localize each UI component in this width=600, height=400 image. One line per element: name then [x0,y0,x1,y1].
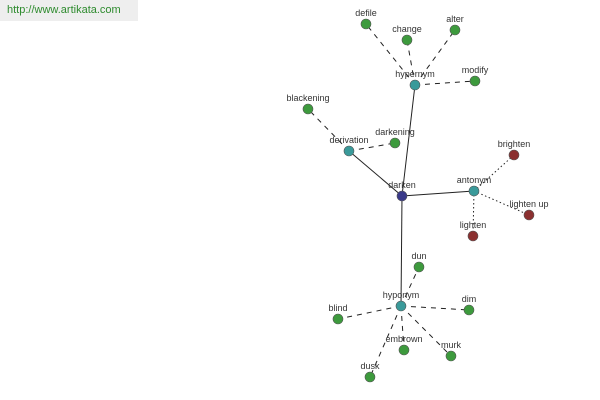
node[interactable] [413,261,425,273]
node-label: embrown [385,334,422,344]
node-label: dusk [360,361,380,371]
node[interactable] [360,18,372,30]
node-label: lighten [460,220,487,230]
node[interactable] [302,103,314,115]
node[interactable] [468,185,480,197]
edge [365,23,416,86]
node-label: change [392,24,422,34]
edge [400,305,405,351]
edge [400,195,403,307]
node[interactable] [523,209,535,221]
edge [400,266,420,307]
node-label: derivation [329,135,368,145]
node-label: blind [328,303,347,313]
node-label: darkening [375,127,415,137]
node-label: antonym [457,175,492,185]
site-url[interactable]: http://www.artikata.com [0,0,138,21]
node-label: dim [462,294,477,304]
node-label: blackening [286,93,329,103]
node[interactable] [409,79,421,91]
node-label: hypernym [395,69,435,79]
edge [401,84,416,197]
nodes: darken hypernym defile change alter modify der… [286,8,549,383]
node-label: dun [411,251,426,261]
edge [348,150,403,197]
node-label: modify [462,65,489,75]
node[interactable] [401,34,413,46]
node-label: defile [355,8,377,18]
node[interactable] [332,313,344,325]
node[interactable] [467,230,479,242]
edges [307,23,530,378]
node-label: darken [388,180,416,190]
node[interactable] [463,304,475,316]
edge [337,305,402,320]
node[interactable] [395,300,407,312]
edge [369,305,402,378]
edge [414,80,476,86]
node[interactable] [364,371,376,383]
node[interactable] [389,137,401,149]
node[interactable] [449,24,461,36]
edge [406,39,416,86]
node[interactable] [396,190,408,202]
node-label: alter [446,14,464,24]
edge [400,305,470,311]
node[interactable] [445,350,457,362]
node-label: murk [441,340,461,350]
edge [414,29,456,86]
node[interactable] [469,75,481,87]
node[interactable] [343,145,355,157]
node[interactable] [398,344,410,356]
edge [473,154,515,192]
edge [348,142,396,152]
node-label: lighten up [509,199,548,209]
edge [400,305,452,357]
node-label: hyponym [383,290,420,300]
node[interactable] [508,149,520,161]
node-label: brighten [498,139,531,149]
edge [401,190,475,197]
